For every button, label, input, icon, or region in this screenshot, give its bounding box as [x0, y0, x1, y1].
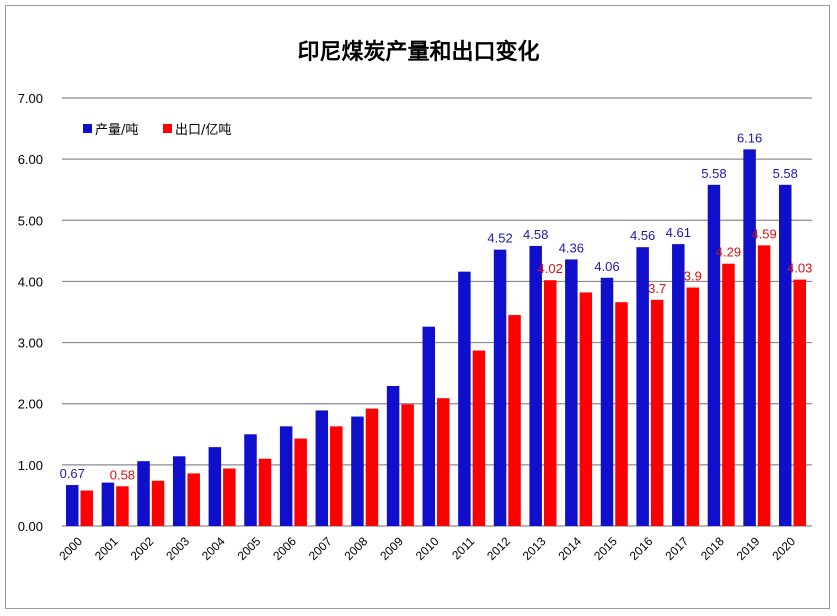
y-tick-label: 5.00: [18, 213, 43, 228]
data-label: 3.9: [684, 269, 702, 284]
legend-swatch: [83, 124, 92, 133]
bar-export: [650, 299, 664, 526]
bar-export: [294, 438, 307, 526]
bar-export: [80, 490, 93, 526]
data-label: 4.06: [594, 259, 619, 274]
x-tick-label: 2010: [413, 534, 442, 563]
x-tick-label: 2007: [306, 534, 335, 563]
bar-production: [493, 249, 507, 527]
bar-production: [707, 184, 721, 526]
x-tick-label: 2001: [92, 534, 121, 563]
bar-production: [636, 247, 649, 526]
data-label: 4.59: [751, 226, 776, 241]
y-tick-label: 1.00: [18, 458, 43, 473]
bar-production: [422, 326, 435, 526]
data-label: 4.29: [716, 245, 741, 260]
bar-production: [66, 485, 79, 526]
bar-export: [187, 473, 200, 526]
bar-export: [151, 480, 165, 526]
bar-production: [351, 416, 364, 526]
bar-production: [672, 244, 685, 527]
x-tick-label: 2012: [484, 534, 513, 563]
y-tick-label: 3.00: [18, 336, 43, 351]
data-label: 4.03: [787, 261, 812, 276]
bar-export: [472, 350, 486, 526]
x-tick-label: 2009: [377, 534, 406, 563]
legend-label: 出口/亿吨: [175, 123, 231, 138]
x-tick-label: 2015: [591, 534, 620, 563]
x-tick-label: 2020: [769, 534, 798, 563]
bar-production: [565, 259, 578, 526]
data-label: 4.52: [487, 231, 512, 246]
bar-production: [172, 456, 186, 526]
x-tick-label: 2003: [163, 534, 192, 563]
bar-export: [508, 315, 521, 526]
bar-production: [315, 410, 329, 526]
y-tick-label: 6.00: [18, 152, 43, 167]
x-tick-label: 2000: [56, 534, 85, 563]
y-tick-label: 0.00: [18, 519, 43, 534]
data-label: 4.02: [538, 261, 563, 276]
bar-export: [437, 398, 450, 526]
bar-export: [615, 302, 628, 526]
bar-export: [116, 486, 129, 526]
data-label: 0.58: [110, 467, 135, 482]
bar-production: [208, 447, 222, 526]
data-label: 4.36: [559, 240, 584, 255]
legend-swatch: [163, 124, 172, 133]
bar-export: [686, 287, 700, 526]
bar-production: [529, 245, 542, 527]
x-tick-label: 2011: [449, 534, 477, 562]
data-label: 0.67: [60, 466, 85, 481]
x-tick-label: 2013: [520, 534, 549, 563]
bar-export: [223, 468, 236, 526]
y-tick-label: 7.00: [18, 91, 43, 106]
data-label: 5.58: [773, 166, 798, 181]
x-tick-label: 2002: [128, 534, 157, 563]
x-tick-label: 2006: [270, 534, 299, 563]
x-tick-label: 2008: [342, 534, 371, 563]
chart-title: 印尼煤炭产量和出口变化: [297, 40, 540, 65]
bar-production: [279, 426, 293, 526]
x-tick-label: 2017: [662, 534, 691, 563]
bar-export: [330, 426, 343, 526]
x-tick-label: 2004: [199, 534, 228, 563]
legend-label: 产量/吨: [95, 123, 138, 138]
data-label: 6.16: [737, 130, 762, 145]
data-label: 5.58: [701, 166, 726, 181]
bar-production: [137, 461, 150, 526]
bar-export: [365, 408, 379, 526]
bar-production: [600, 277, 614, 526]
bar-export: [579, 292, 593, 526]
data-label: 3.7: [648, 281, 666, 296]
y-tick-label: 2.00: [18, 397, 43, 412]
bar-export: [401, 404, 414, 526]
x-tick-label: 2016: [627, 534, 656, 563]
bar-production: [244, 434, 257, 526]
bar-production: [743, 149, 756, 527]
bar-export: [793, 279, 806, 526]
data-label: 4.61: [666, 225, 691, 240]
y-tick-label: 4.00: [18, 274, 43, 289]
data-label: 4.56: [630, 228, 655, 243]
x-tick-label: 2018: [698, 534, 727, 563]
x-tick-label: 2019: [734, 534, 763, 563]
bar-production: [386, 385, 400, 526]
data-label: 4.58: [523, 227, 548, 242]
x-tick-label: 2005: [235, 534, 264, 563]
x-tick-label: 2014: [555, 534, 584, 563]
bar-export: [258, 458, 272, 526]
bar-export: [722, 263, 735, 526]
bar-production: [101, 482, 115, 526]
bar-production: [458, 271, 471, 526]
bar-export: [757, 245, 771, 526]
bar-production: [779, 184, 792, 526]
bar-export: [543, 280, 557, 526]
